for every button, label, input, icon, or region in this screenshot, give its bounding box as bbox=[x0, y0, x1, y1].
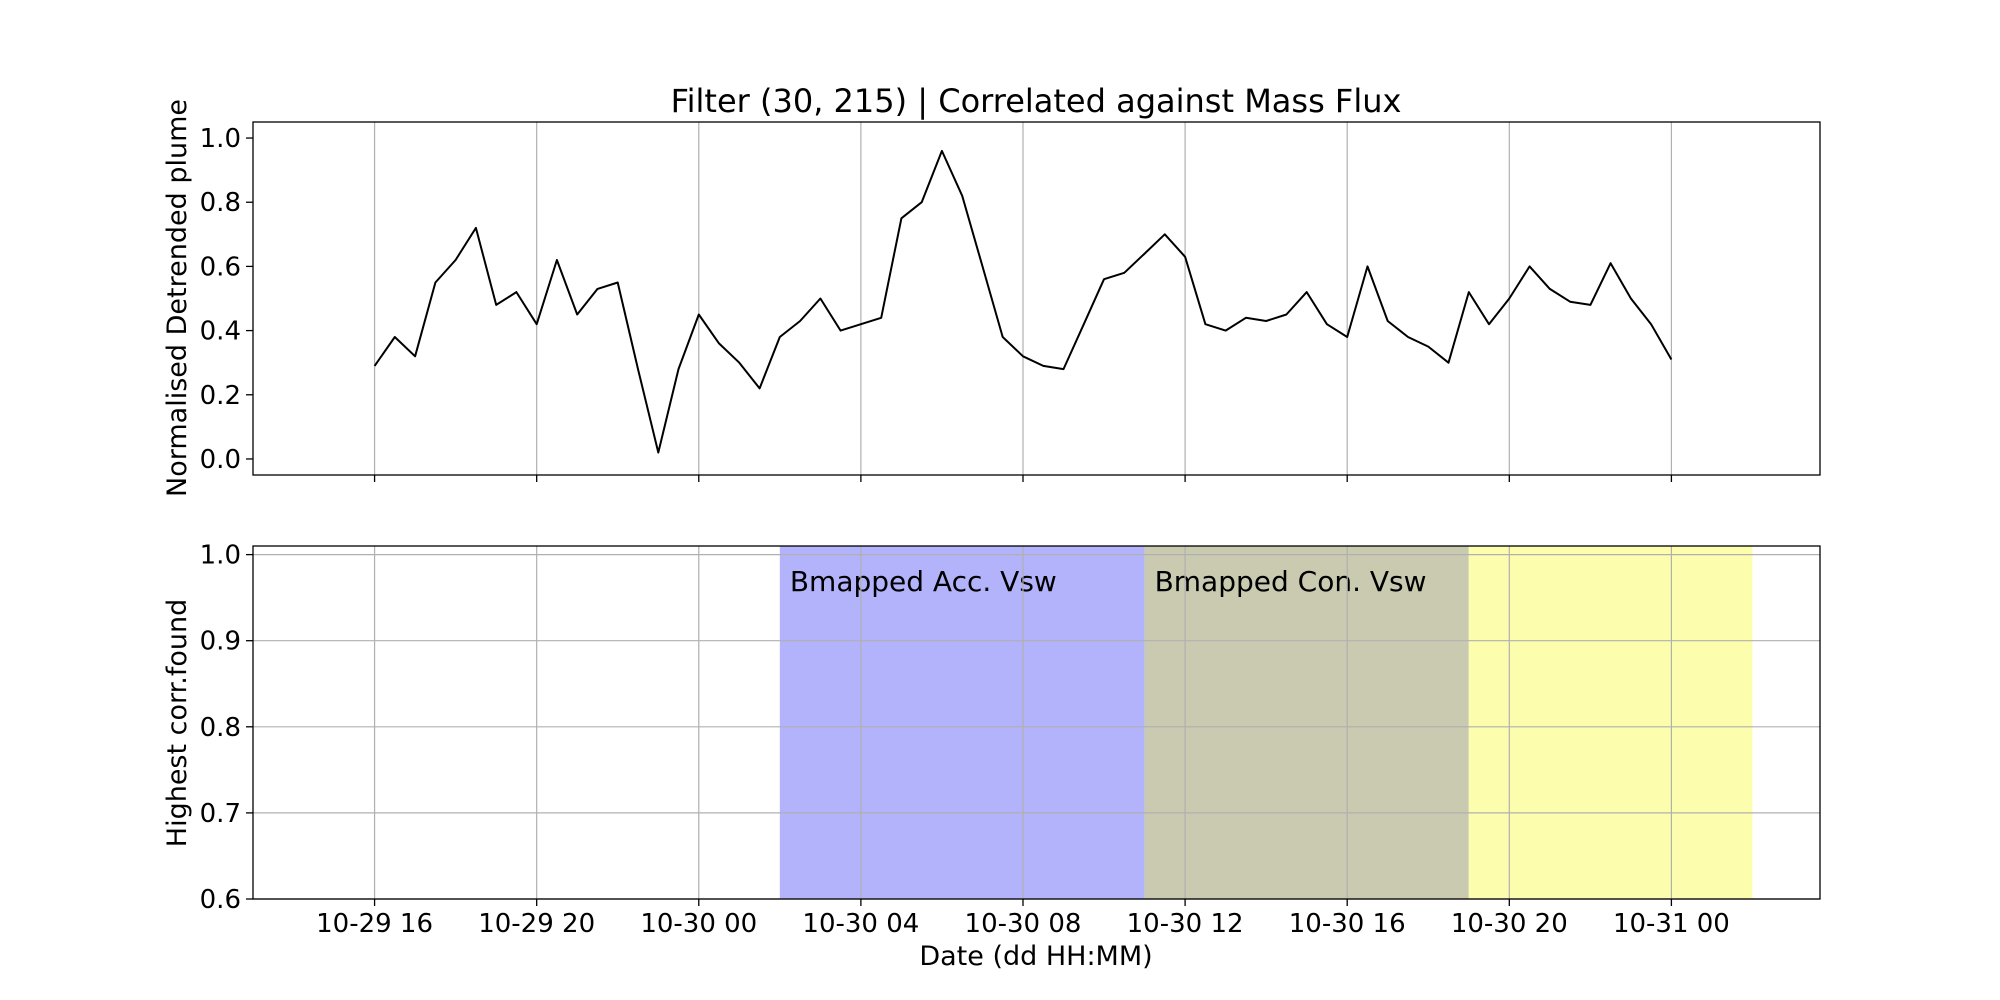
band-label-1: Bmapped Acc. Vsw bbox=[790, 565, 1057, 598]
x-tick-label: 10-30 04 bbox=[802, 909, 919, 939]
bottom-y-axis-label: Highest corr.found bbox=[162, 599, 193, 847]
top-panel: 0.0 0.2 0.4 0.6 0.8 1.0 Filter (30, 215) | Co… bbox=[162, 82, 1821, 497]
bottom-y-tick-label: 0.6 bbox=[200, 885, 241, 915]
bottom-y-tick-label: 0.9 bbox=[200, 627, 241, 657]
top-ticks: 0.0 0.2 0.4 0.6 0.8 1.0 bbox=[200, 124, 1673, 482]
bottom-panel: Bmapped Acc. Vsw Bmapped Con. Vsw 10-29 1… bbox=[162, 541, 1821, 972]
top-y-tick-label: 0.6 bbox=[200, 252, 241, 282]
x-tick-label: 10-30 16 bbox=[1289, 909, 1406, 939]
x-tick-label: 10-31 00 bbox=[1613, 909, 1730, 939]
top-y-tick-label: 0.4 bbox=[200, 317, 241, 347]
series-line-1 bbox=[373, 149, 1673, 454]
bottom-ticks: 10-29 16 10-29 20 10-30 00 10-30 04 10-30 08… bbox=[200, 541, 1730, 939]
band-1 bbox=[779, 546, 1145, 899]
chart-title: Filter (30, 215) | Correlated against Ma… bbox=[671, 82, 1402, 120]
band-label-2: Bmapped Con. Vsw bbox=[1155, 565, 1427, 598]
bottom-bands-layer: Bmapped Acc. Vsw Bmapped Con. Vsw bbox=[779, 546, 1753, 899]
x-tick-label: 10-29 16 bbox=[316, 909, 433, 939]
top-y-tick-label: 0.2 bbox=[200, 381, 241, 411]
x-tick-label: 10-30 20 bbox=[1451, 909, 1568, 939]
top-y-tick-label: 1.0 bbox=[200, 124, 241, 154]
top-y-tick-label: 0.0 bbox=[200, 445, 241, 475]
top-plot-frame bbox=[252, 121, 1821, 476]
x-tick-label: 10-29 20 bbox=[478, 909, 595, 939]
bottom-y-tick-label: 0.8 bbox=[200, 713, 241, 743]
top-y-tick-label: 0.8 bbox=[200, 188, 241, 218]
x-tick-label: 10-30 08 bbox=[965, 909, 1082, 939]
x-axis-label: Date (dd HH:MM) bbox=[919, 941, 1152, 972]
top-series-layer bbox=[373, 149, 1673, 454]
top-y-axis-label: Normalised Detrended plume bbox=[162, 99, 193, 497]
top-gridlines bbox=[373, 122, 1673, 475]
bottom-y-tick-label: 1.0 bbox=[200, 541, 241, 571]
x-tick-label: 10-30 00 bbox=[640, 909, 757, 939]
x-tick-label: 10-30 12 bbox=[1127, 909, 1244, 939]
band-2 bbox=[1144, 546, 1469, 899]
bottom-y-tick-label: 0.7 bbox=[200, 799, 241, 829]
band-3 bbox=[1468, 546, 1753, 899]
bottom-plot-frame bbox=[252, 545, 1821, 900]
